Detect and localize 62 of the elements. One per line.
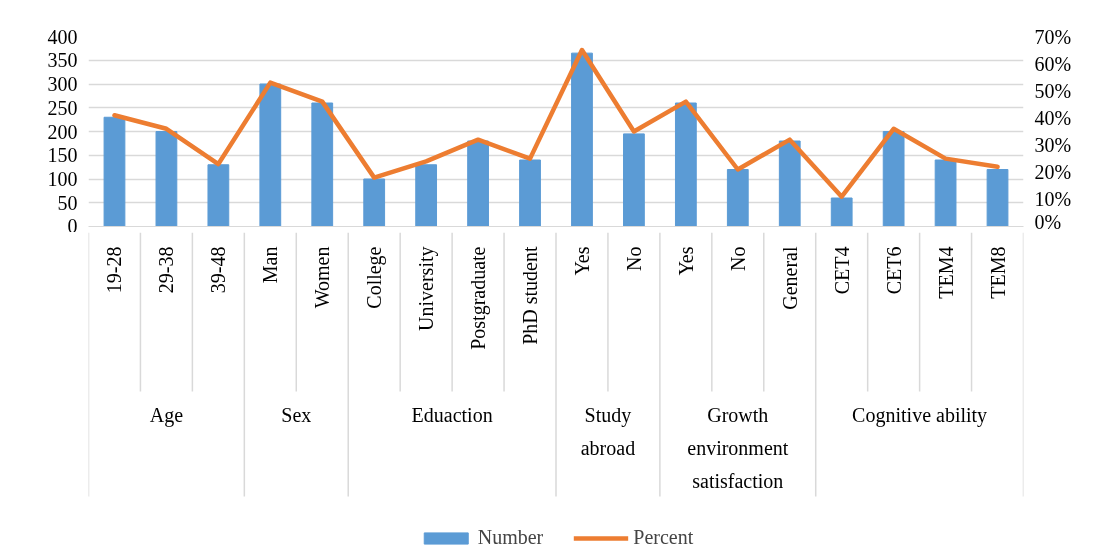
x-tick-label: 29-38 (155, 246, 178, 294)
y2-tick-label: 30% (1034, 134, 1072, 157)
x-tick-label: No (622, 246, 645, 271)
bar (986, 169, 1009, 227)
x-tick-label: TEM4 (934, 246, 957, 299)
y-tick-label: 50 (57, 191, 78, 214)
text: Age (149, 403, 184, 427)
x-tick-label: University (415, 246, 439, 331)
bar (207, 164, 230, 227)
y2-tick-label: 50% (1034, 79, 1072, 102)
bar (934, 159, 957, 227)
bar (571, 52, 593, 227)
y-tick-label: 100 (47, 168, 78, 190)
x-tick-label: PhD student (519, 246, 542, 345)
x-tick-label: College (363, 246, 387, 309)
bar (311, 102, 334, 227)
x-tick-label: TEM8 (986, 246, 1009, 299)
x-tick-label: Yes (674, 246, 697, 276)
y-tick-label: 400 (47, 25, 78, 48)
text: Growth environment satisfaction (687, 403, 789, 492)
bar (726, 169, 749, 227)
x-tick-label: Yes (570, 246, 593, 276)
x-tick-label: 39-48 (207, 246, 230, 294)
y2-tick-label: 10% (1034, 188, 1072, 211)
bar (882, 131, 905, 227)
bar (830, 197, 853, 227)
x-tick-label: General (778, 246, 801, 310)
y2-tick-label: 70% (1034, 25, 1072, 48)
x-tick-label: Postgraduate (467, 246, 491, 350)
text: Cognitive ability (852, 403, 988, 427)
bar (103, 116, 126, 227)
y-tick-label: 250 (47, 96, 78, 119)
line-series (112, 47, 1000, 199)
text: Eduaction (411, 403, 493, 426)
bar (778, 140, 801, 227)
text: Sex (281, 403, 312, 426)
y2-tick-label: 20% (1034, 161, 1072, 184)
bar (415, 164, 438, 227)
bar (155, 131, 178, 227)
bar (623, 133, 645, 227)
y-tick-label: 200 (47, 120, 78, 143)
y-tick-label: 350 (47, 49, 78, 72)
bar (519, 159, 541, 227)
x-tick-label: 19-28 (103, 246, 126, 294)
legend-label: Percent (633, 526, 694, 549)
y-tick-label: 300 (47, 73, 78, 95)
text: Study abroad (580, 403, 636, 459)
x-tick-label: Man (259, 246, 282, 284)
y-tick-label: 150 (47, 144, 78, 167)
bar (467, 140, 489, 227)
x-tick-label: Women (311, 246, 334, 309)
x-tick-label: No (726, 246, 749, 271)
bar (363, 178, 386, 227)
y2-tick-label: 40% (1034, 106, 1072, 129)
y2-tick-label: 0% (1034, 210, 1062, 233)
bar (259, 83, 282, 227)
bar (674, 102, 697, 227)
y-tick-label: 0 (67, 214, 78, 237)
legend-label: Number (477, 526, 544, 549)
x-tick-label: CET4 (830, 246, 853, 295)
x-tick-label: CET6 (882, 246, 905, 295)
y2-tick-label: 60% (1034, 52, 1072, 75)
